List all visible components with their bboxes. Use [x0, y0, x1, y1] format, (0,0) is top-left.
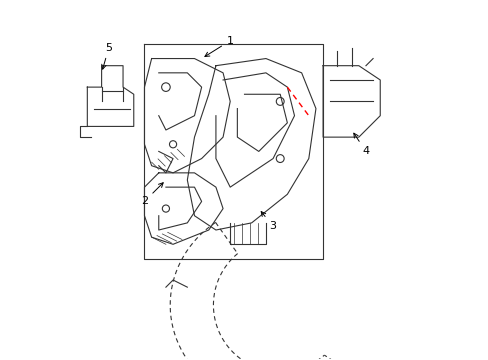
- Text: 3: 3: [261, 212, 276, 231]
- Text: 2: 2: [141, 183, 163, 206]
- Text: 5: 5: [102, 43, 112, 69]
- Text: 4: 4: [353, 133, 369, 157]
- Text: 1: 1: [204, 36, 233, 57]
